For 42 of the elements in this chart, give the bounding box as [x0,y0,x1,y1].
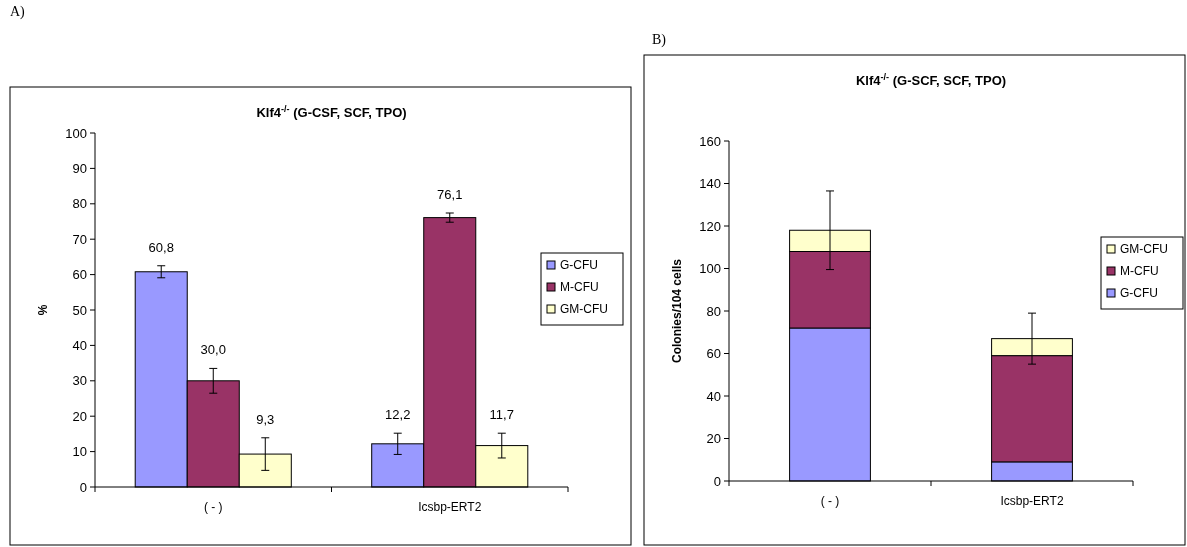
y-tick-label: 100 [699,261,721,277]
y-tick-label: 50 [72,302,87,318]
y-tick-label: 0 [79,479,87,495]
x-tick-label: ( - ) [820,494,840,508]
x-tick-label: ( - ) [203,500,223,514]
y-tick-label: 60 [706,346,721,362]
legend-label: M-CFU [560,280,599,295]
text: A) [10,4,26,20]
y-tick-label: 160 [699,133,721,149]
y-tick-label: 100 [65,125,87,141]
x-tick-label: Icsbp-ERT2 [418,500,482,514]
legend-label: G-CFU [560,258,598,273]
y-tick-label: 20 [706,431,721,447]
x-tick-label: Icsbp-ERT2 [1000,494,1064,508]
data-label: 30,0 [200,342,226,358]
y-tick-label: 70 [72,231,87,247]
y-tick-label: 60 [72,267,87,283]
chart-title: Klf4$^{-/-}$ (G-CSF, SCF, TPO) [256,104,407,120]
y-tick-label: 120 [699,218,721,234]
data-label: 76,1 [437,187,463,202]
text: B) [652,32,667,48]
y-tick-label: 20 [72,408,87,424]
y-tick-label: 30 [72,373,87,389]
y-axis-title: Colonies/104 cells [670,258,684,364]
y-tick-label: 90 [72,160,87,176]
data-label: 60,8 [148,239,174,255]
y-axis-title: % [36,304,50,316]
y-tick-label: 80 [72,196,87,212]
y-tick-label: 40 [72,337,87,353]
legend-label: GM-CFU [1120,242,1168,257]
y-tick-label: 140 [699,176,721,192]
y-tick-label: 10 [72,444,87,460]
legend-label: M-CFU [1120,264,1159,279]
y-tick-label: 0 [713,473,721,489]
data-label: 12,2 [385,407,411,423]
chart-title: Klf4$^{-/-}$ (G-SCF, SCF, TPO) [855,72,1007,88]
data-label: 11,7 [489,407,514,423]
legend-label: G-CFU [1120,286,1158,301]
data-label: 9,3 [256,411,275,427]
y-tick-label: 80 [706,303,721,319]
y-tick-label: 40 [706,388,721,404]
legend-label: GM-CFU [560,302,608,317]
